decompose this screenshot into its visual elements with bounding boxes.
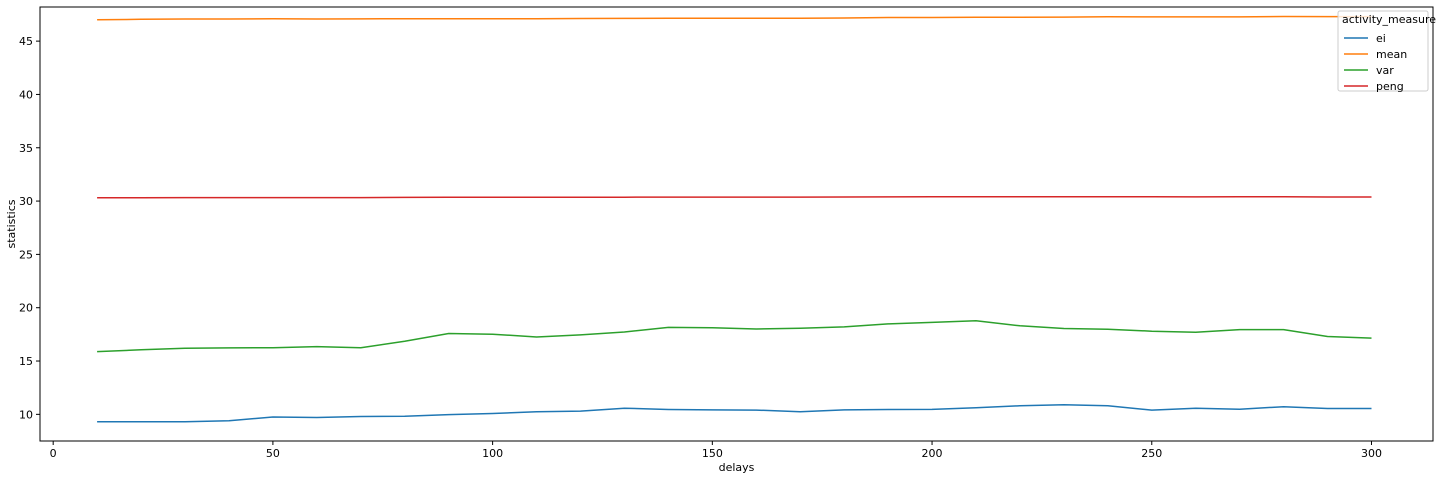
y-tick-label: 35 — [19, 142, 33, 155]
x-axis-title: delays — [719, 461, 755, 474]
legend-title: activity_measure — [1342, 13, 1436, 26]
legend: activity_measure ei mean var peng — [1337, 10, 1436, 93]
series-line-var — [97, 319, 1372, 353]
x-axis: 0 50 100 150 200 250 300 — [50, 441, 1382, 460]
plot-frame — [39, 6, 1434, 442]
y-tick-label: 15 — [19, 355, 33, 368]
x-tick-label: 50 — [266, 447, 280, 460]
y-axis: 10 15 20 25 30 35 40 45 — [19, 35, 40, 421]
series-layer — [97, 15, 1372, 423]
x-tick-label: 100 — [482, 447, 503, 460]
series-line-ei — [97, 403, 1372, 423]
x-tick-label: 200 — [922, 447, 943, 460]
legend-label-mean: mean — [1376, 48, 1407, 61]
y-tick-label: 10 — [19, 408, 33, 421]
legend-label-peng: peng — [1376, 80, 1404, 93]
x-tick-label: 0 — [50, 447, 57, 460]
plot-area — [40, 7, 1433, 441]
y-tick-label: 45 — [19, 35, 33, 48]
y-tick-label: 25 — [19, 248, 33, 261]
x-tick-label: 150 — [702, 447, 723, 460]
legend-label-ei: ei — [1376, 32, 1386, 45]
x-tick-label: 300 — [1361, 447, 1382, 460]
legend-label-var: var — [1376, 64, 1394, 77]
legend-items: ei mean var peng — [1344, 32, 1407, 93]
series-line-peng — [97, 195, 1372, 199]
y-tick-label: 30 — [19, 195, 33, 208]
series-line-mean — [97, 15, 1372, 21]
legend-box — [1337, 10, 1429, 92]
y-axis-title: statistics — [5, 199, 18, 248]
x-tick-label: 250 — [1141, 447, 1162, 460]
y-tick-label: 40 — [19, 88, 33, 101]
y-tick-label: 20 — [19, 302, 33, 315]
